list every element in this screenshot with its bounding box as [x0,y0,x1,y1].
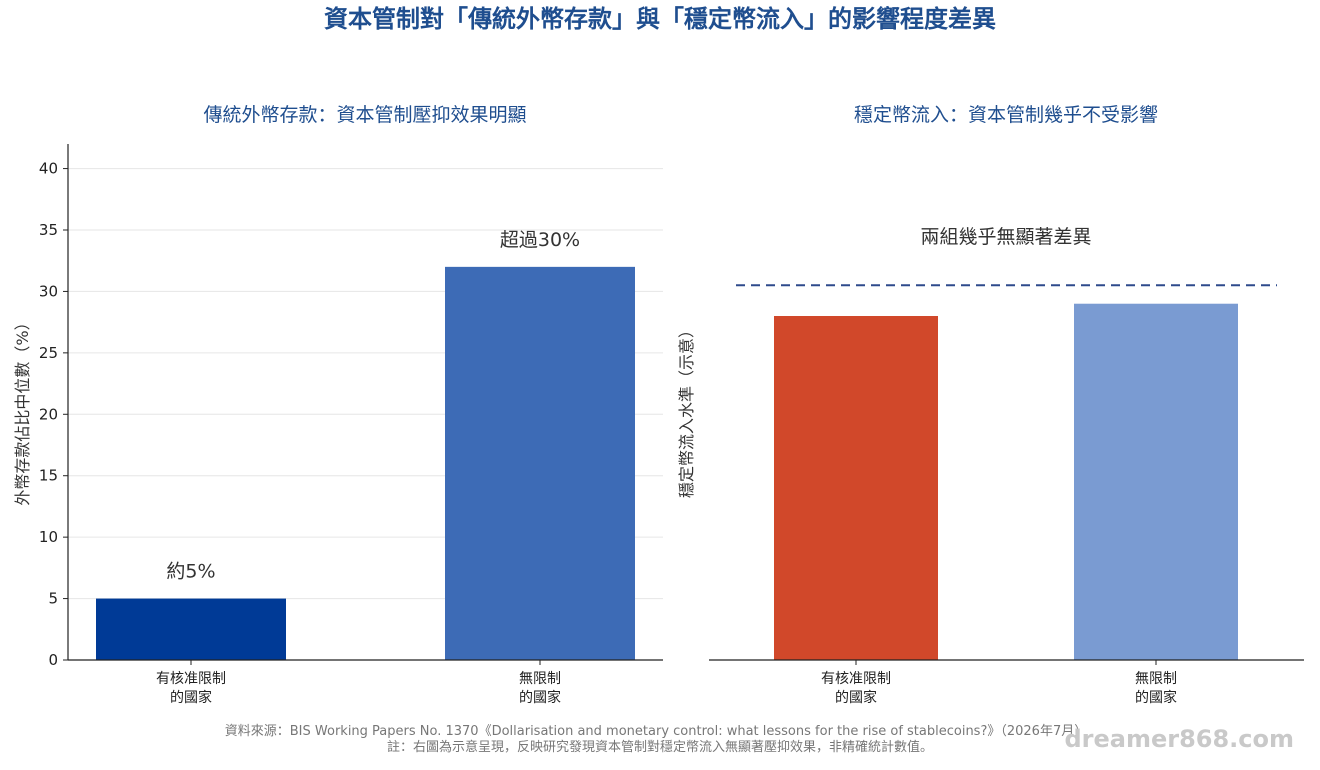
bar [445,266,635,660]
watermark: dreamer868.com [1064,725,1294,753]
left-chart: 傳統外幣存款：資本管制壓抑效果明顯 0 5 10 15 20 25 30 35 40 有核准限制… [13,104,663,706]
bar [1074,303,1238,660]
bar [96,598,286,660]
x-tick-label: 有核准限制 [821,671,891,687]
right-annotation: 兩組幾乎無顯著差異 [920,226,1091,248]
figure-title: 資本管制對「傳統外幣存款」與「穩定幣流入」的影響程度差異 [324,5,996,33]
right-chart-title: 穩定幣流入：資本管制幾乎不受影響 [854,104,1158,126]
left-y-axis-label: 外幣存款佔比中位數（%） [13,314,32,505]
data-label: 超過30% [500,229,580,251]
right-y-axis-label: 穩定幣流入水準（示意） [677,322,696,498]
x-tick-label: 的國家 [519,689,561,706]
x-tick-label: 的國家 [835,689,877,706]
y-tick-label: 5 [48,590,58,608]
left-y-ticks: 0 5 10 15 20 25 30 35 40 [39,160,68,669]
y-tick-label: 35 [39,221,58,239]
left-gridlines [68,168,663,600]
y-tick-label: 15 [39,467,58,485]
footer-source: 資料來源：BIS Working Papers No. 1370《Dollari… [225,724,1087,739]
left-annotations: 約5% 超過30% [166,229,580,583]
x-tick-label: 無限制 [1135,671,1177,687]
y-tick-label: 0 [48,651,58,669]
x-tick-label: 無限制 [519,671,561,687]
right-bars [774,303,1238,660]
footer-note: 註：右圖為示意呈現，反映研究發現資本管制對穩定幣流入無顯著壓抑效果，非精確統計數… [387,739,933,755]
y-tick-label: 40 [39,160,58,178]
y-tick-label: 10 [39,528,58,546]
bar [774,316,938,660]
x-tick-label: 的國家 [170,689,212,706]
left-bars [96,266,635,660]
x-tick-label: 的國家 [1135,689,1177,706]
data-label: 約5% [166,561,215,583]
y-tick-label: 30 [39,282,58,300]
left-chart-title: 傳統外幣存款：資本管制壓抑效果明顯 [203,104,526,126]
x-tick-label: 有核准限制 [156,671,226,687]
y-tick-label: 20 [39,405,58,423]
y-tick-label: 25 [39,344,58,362]
